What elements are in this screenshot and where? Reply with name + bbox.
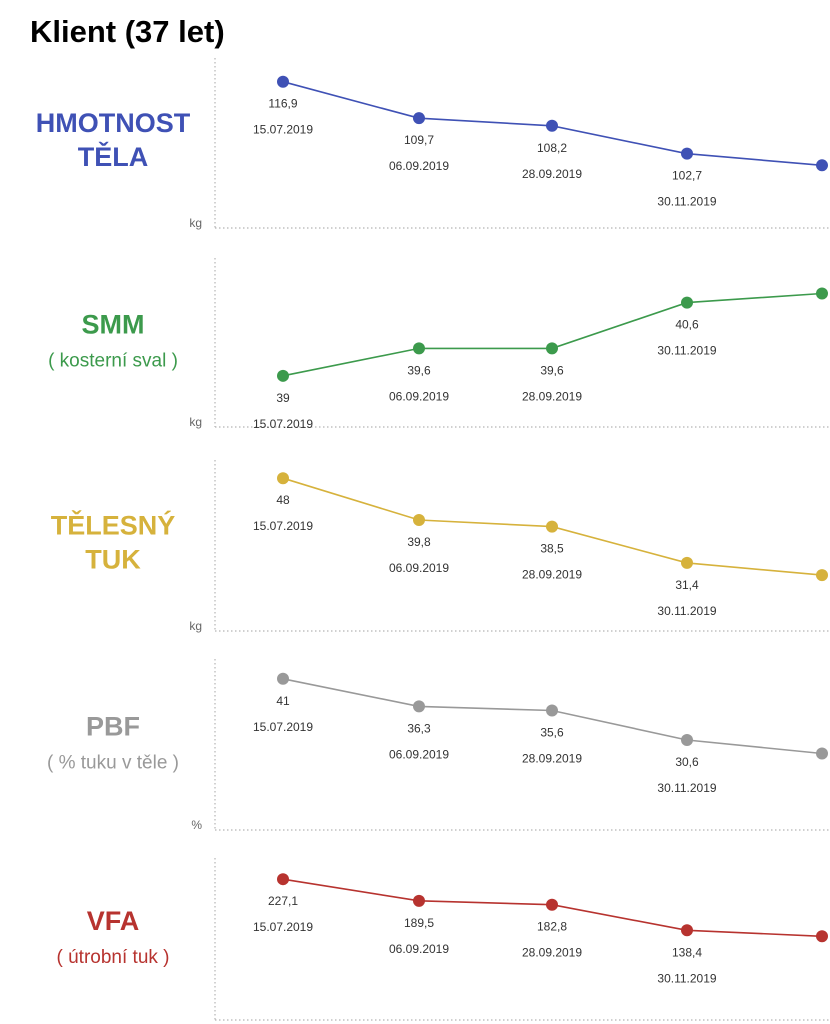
data-point: [681, 556, 693, 569]
data-point: [681, 296, 693, 309]
data-label: 109,7: [404, 133, 434, 147]
chart-title: SMM: [82, 310, 145, 340]
chart-panel-3: kg TĚLESNÝ TUK 48 15.07.2019 39,8 06.09.2019 38…: [51, 460, 830, 633]
data-label: 39,6: [540, 363, 564, 377]
data-point: [816, 930, 828, 943]
chart-title: PBF: [86, 712, 140, 742]
data-point: [816, 159, 828, 172]
data-label: 40,6: [675, 318, 699, 332]
data-point: [816, 287, 828, 300]
date-label: 28.09.2019: [522, 167, 582, 181]
chart-subtitle: ( útrobní tuk ): [57, 947, 170, 968]
date-label: 28.09.2019: [522, 946, 582, 960]
chart-panel-1: kg HMOTNOST TĚLA 116,9 15.07.2019 109,7 06.09.…: [36, 58, 830, 230]
data-point: [681, 924, 693, 937]
date-label: 28.09.2019: [522, 568, 582, 582]
chart-subtitle: ( kosterní sval ): [48, 351, 178, 372]
data-point: [816, 569, 828, 582]
data-label: 39: [276, 391, 290, 405]
data-label: 189,5: [404, 916, 434, 930]
data-label: 138,4: [672, 945, 702, 959]
data-label: 39,8: [407, 535, 431, 549]
date-label: 30.11.2019: [657, 781, 716, 795]
page-title: Klient (37 let): [30, 14, 225, 49]
date-label: 30.11.2019: [657, 195, 716, 209]
data-point: [413, 894, 425, 907]
date-label: 06.09.2019: [389, 389, 449, 403]
data-label: 41: [276, 694, 290, 708]
data-label: 227,1: [268, 894, 298, 908]
date-label: 06.09.2019: [389, 561, 449, 575]
data-point: [277, 472, 289, 485]
date-label: 15.07.2019: [253, 519, 313, 533]
data-point: [546, 704, 558, 717]
data-label: 116,9: [268, 97, 297, 111]
data-point: [277, 75, 289, 88]
data-point: [546, 520, 558, 533]
date-label: 15.07.2019: [253, 417, 313, 431]
date-label: 28.09.2019: [522, 752, 582, 766]
date-label: 30.11.2019: [657, 344, 716, 358]
data-point: [413, 342, 425, 355]
unit-label: kg: [189, 415, 202, 429]
unit-label: kg: [189, 216, 202, 230]
date-label: 15.07.2019: [253, 720, 313, 734]
data-label: 39,6: [407, 363, 431, 377]
data-label: 182,8: [537, 920, 567, 934]
data-label: 38,5: [540, 542, 564, 556]
data-label: 35,6: [540, 726, 564, 740]
unit-label: %: [191, 818, 202, 832]
data-point: [546, 119, 558, 132]
data-point: [681, 733, 693, 746]
data-point: [546, 898, 558, 911]
date-label: 06.09.2019: [389, 159, 449, 173]
chart-title: VFA: [87, 906, 140, 936]
data-point: [413, 700, 425, 713]
chart-title: TĚLESNÝ TUK: [51, 510, 176, 575]
date-label: 15.07.2019: [253, 920, 313, 934]
data-point: [413, 112, 425, 125]
date-label: 15.07.2019: [253, 123, 313, 137]
date-label: 06.09.2019: [389, 747, 449, 761]
data-point: [277, 369, 289, 382]
data-point: [277, 873, 289, 886]
date-label: 30.11.2019: [657, 604, 716, 618]
data-label: 31,4: [675, 578, 699, 592]
data-point: [413, 514, 425, 527]
data-point: [546, 342, 558, 355]
chart-panel-2: kg SMM ( kosterní sval ) 39 15.07.2019 39,6 06…: [48, 258, 830, 431]
date-label: 30.11.2019: [657, 971, 716, 985]
data-point: [277, 672, 289, 685]
chart-subtitle: ( % tuku v těle ): [47, 753, 179, 774]
data-point: [681, 147, 693, 160]
unit-label: kg: [189, 619, 202, 633]
data-label: 36,3: [407, 721, 431, 735]
chart-title: HMOTNOST TĚLA: [36, 108, 191, 172]
date-label: 28.09.2019: [522, 389, 582, 403]
data-point: [816, 747, 828, 760]
date-label: 06.09.2019: [389, 942, 449, 956]
data-label: 30,6: [675, 755, 699, 769]
chart-panel-4: % PBF ( % tuku v těle ) 41 15.07.2019 36,3 06.…: [47, 659, 830, 832]
data-label: 102,7: [672, 169, 702, 183]
chart-panel-5: VFA ( útrobní tuk ) 227,1 15.07.2019 189,5 06…: [57, 858, 830, 1021]
data-label: 48: [276, 493, 290, 507]
data-label: 108,2: [537, 141, 567, 155]
